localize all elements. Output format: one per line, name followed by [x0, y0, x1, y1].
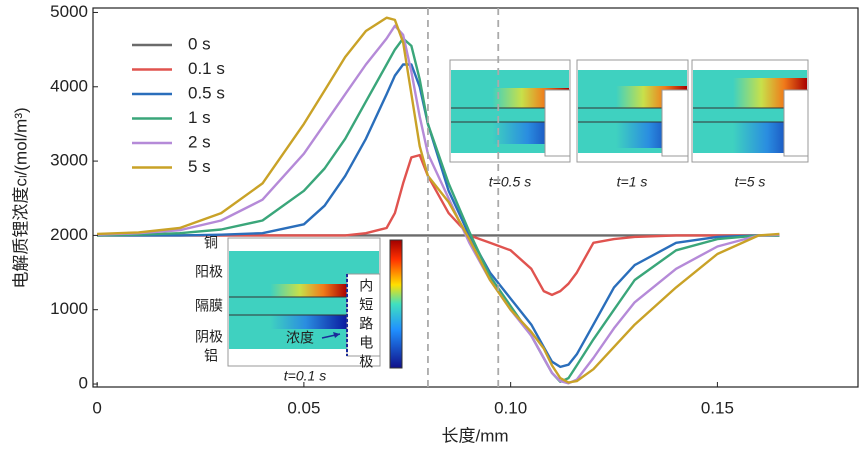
- inset-notch: [346, 273, 381, 357]
- layer-label: 阴极: [195, 329, 223, 345]
- y-tick-label: 0: [79, 374, 88, 393]
- layer-label: 阳极: [195, 264, 223, 280]
- inset: [449, 59, 571, 163]
- x-axis-label: 长度/mm: [441, 426, 508, 445]
- x-tick-label: 0.10: [494, 398, 527, 417]
- inset-label: t=5 s: [735, 174, 766, 190]
- concentration-label: 浓度: [286, 330, 314, 346]
- colorbar: [389, 239, 403, 369]
- electrode-label: 内短路电极: [358, 278, 374, 373]
- layer-label: 铜: [204, 235, 218, 251]
- heatmap-insets: t=0.5 s t=1 s t=5 s: [449, 59, 809, 190]
- inset-label: t=1 s: [617, 174, 648, 190]
- y-tick-label: 5000: [50, 2, 88, 21]
- inset-notch: [544, 89, 571, 157]
- inset-label: t=0.1 s: [284, 368, 326, 384]
- series-line: [97, 63, 780, 369]
- series-line: [97, 16, 780, 384]
- legend-label: 5 s: [188, 157, 211, 176]
- legend-label: 0.5 s: [188, 83, 225, 102]
- y-tick-label: 3000: [50, 151, 88, 170]
- inset-notch: [661, 89, 689, 157]
- inset: [691, 59, 809, 163]
- y-tick-label: 4000: [50, 76, 88, 95]
- legend-label: 0.1 s: [188, 59, 225, 78]
- series-line: [97, 37, 780, 383]
- inset-red: [578, 86, 687, 108]
- legend-label: 2 s: [188, 132, 211, 151]
- inset-notch: [783, 89, 809, 157]
- arrow-head: [333, 332, 340, 338]
- inset-blue: [451, 122, 569, 144]
- layer-label: 隔膜: [195, 298, 223, 314]
- inset-blue: [229, 315, 347, 329]
- layer-label: 铝: [204, 348, 218, 364]
- inset-red: [229, 284, 347, 297]
- legend-label: 1 s: [188, 108, 211, 127]
- inset-red: [451, 88, 569, 108]
- x-tick-label: 0: [92, 398, 101, 417]
- inset-label: t=0.5 s: [489, 174, 531, 190]
- main-inset: 铜 阳极 隔膜 阴极 铝 浓度 内短路电极 t=0.1 s: [195, 235, 403, 384]
- series-line: [97, 153, 780, 297]
- legend-label: 0 s: [188, 34, 211, 53]
- y-tick-label: 1000: [50, 299, 88, 318]
- plot-frame: [92, 7, 859, 388]
- y-tick-label: 2000: [50, 225, 88, 244]
- x-tick-label: 0.15: [701, 398, 734, 417]
- x-tick-label: 0.05: [287, 398, 320, 417]
- y-axis-label: 电解质锂浓度cₗ/(mol/m³): [11, 107, 30, 288]
- inset: [576, 59, 689, 163]
